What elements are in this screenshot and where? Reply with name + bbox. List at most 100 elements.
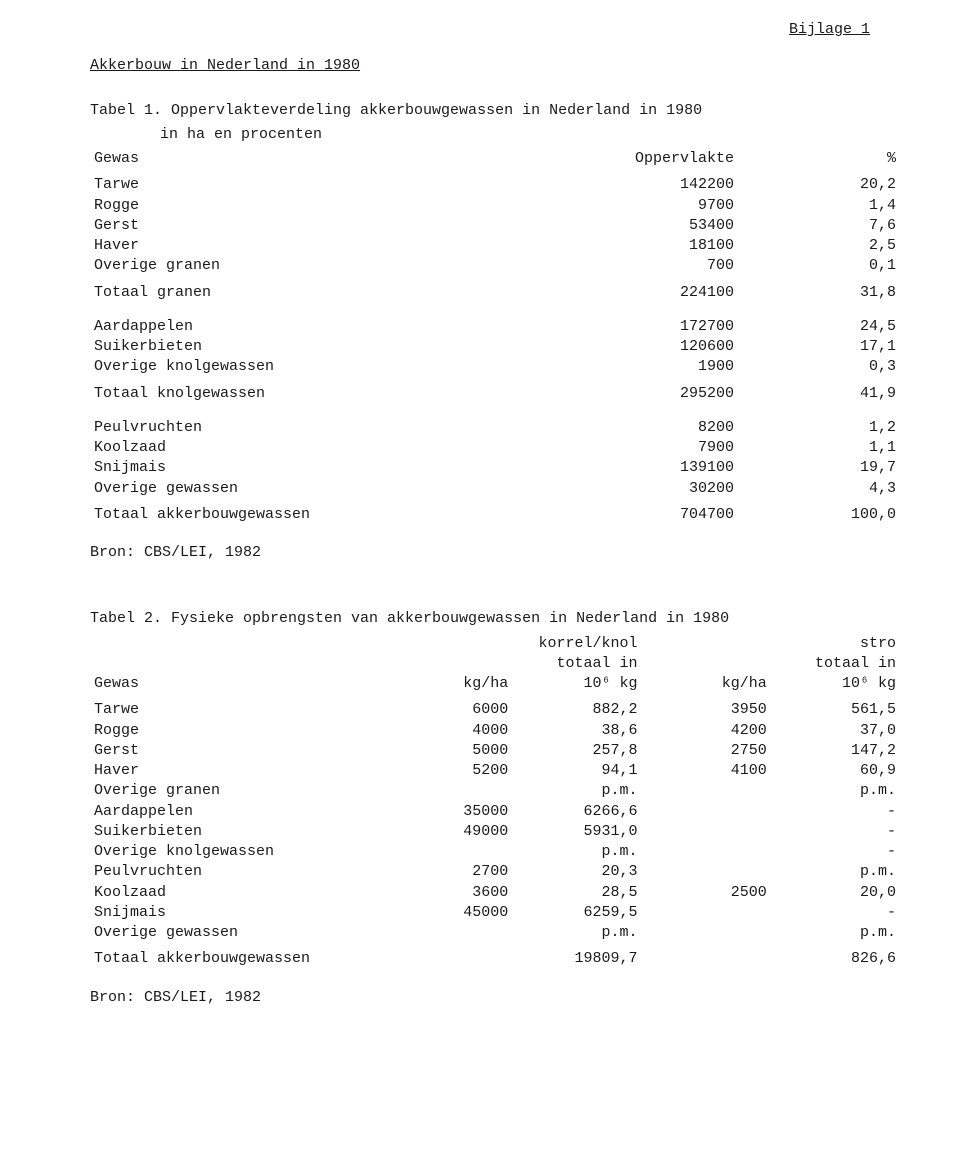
col-kgha-2: kg/ha [641, 674, 770, 694]
row-val: 700 [486, 256, 738, 276]
subtotal-label: Totaal granen [90, 283, 486, 303]
row-label: Overige granen [90, 256, 486, 276]
row-kgha1: 45000 [383, 903, 512, 923]
row-label: Overige knolgewassen [90, 357, 486, 377]
table-row: Koolzaad79001,1 [90, 438, 900, 458]
row-label: Tarwe [90, 175, 486, 195]
row-label: Rogge [90, 196, 486, 216]
table-row: Overige gewassen302004,3 [90, 479, 900, 499]
table-row: Overige knolgewassenp.m.- [90, 842, 900, 862]
row-pct: 4,3 [738, 479, 900, 499]
table-row: Overige knolgewassen19000,3 [90, 357, 900, 377]
table1-caption-line2: in ha en procenten [90, 125, 900, 145]
row-pct: 1,2 [738, 418, 900, 438]
total-tot1: 19809,7 [512, 949, 641, 969]
row-label: Tarwe [90, 700, 383, 720]
row-kgha1 [383, 842, 512, 862]
row-tot1: 94,1 [512, 761, 641, 781]
row-label: Koolzaad [90, 883, 383, 903]
section-title: Akkerbouw in Nederland in 1980 [90, 56, 900, 76]
subtotal-pct: 31,8 [738, 283, 900, 303]
row-kgha2: 2750 [641, 741, 770, 761]
row-kgha2: 2500 [641, 883, 770, 903]
col-oppervlakte: Oppervlakte [486, 149, 738, 169]
table2-total-row: Totaal akkerbouwgewassen 19809,7 826,6 [90, 949, 900, 969]
table-row: Snijmais13910019,7 [90, 458, 900, 478]
row-pct: 20,2 [738, 175, 900, 195]
col-e6kg-2: 10⁶ kg [771, 674, 900, 694]
row-kgha2 [641, 862, 770, 882]
row-tot1: p.m. [512, 781, 641, 801]
row-pct: 1,4 [738, 196, 900, 216]
table-row: Gerst534007,6 [90, 216, 900, 236]
subtotal-row: Totaal granen22410031,8 [90, 283, 900, 303]
table-row: Gerst5000257,82750147,2 [90, 741, 900, 761]
row-val: 172700 [486, 317, 738, 337]
row-label: Overige gewassen [90, 923, 383, 943]
row-tot1: 882,2 [512, 700, 641, 720]
row-val: 9700 [486, 196, 738, 216]
subtotal-pct: 100,0 [738, 505, 900, 525]
row-kgha2: 4100 [641, 761, 770, 781]
row-label: Haver [90, 236, 486, 256]
row-tot1: 257,8 [512, 741, 641, 761]
row-val: 139100 [486, 458, 738, 478]
subtotal-val: 295200 [486, 384, 738, 404]
row-kgha1 [383, 781, 512, 801]
row-kgha1: 5200 [383, 761, 512, 781]
subtotal-label: Totaal knolgewassen [90, 384, 486, 404]
row-tot2: 60,9 [771, 761, 900, 781]
table-row: Peulvruchten270020,3p.m. [90, 862, 900, 882]
col-group-korrel: korrel/knol [383, 634, 642, 654]
row-tot1: p.m. [512, 923, 641, 943]
table-row: Snijmais450006259,5- [90, 903, 900, 923]
row-kgha1: 2700 [383, 862, 512, 882]
row-label: Snijmais [90, 903, 383, 923]
col-gewas-2: Gewas [90, 674, 383, 694]
row-pct: 1,1 [738, 438, 900, 458]
row-label: Overige granen [90, 781, 383, 801]
table1-caption-line1: Tabel 1. Oppervlakteverdeling akkerbouwg… [90, 101, 900, 121]
row-tot2: - [771, 842, 900, 862]
table2-caption: Tabel 2. Fysieke opbrengsten van akkerbo… [90, 609, 900, 629]
row-label: Peulvruchten [90, 862, 383, 882]
table-row: Haver181002,5 [90, 236, 900, 256]
row-kgha2: 4200 [641, 721, 770, 741]
total-label: Totaal akkerbouwgewassen [90, 949, 383, 969]
row-tot2: p.m. [771, 781, 900, 801]
row-kgha2 [641, 802, 770, 822]
col-totaal-in-1: totaal in [512, 654, 641, 674]
total-tot2: 826,6 [771, 949, 900, 969]
row-kgha1: 5000 [383, 741, 512, 761]
appendix-label: Bijlage 1 [90, 20, 900, 40]
row-tot1: 20,3 [512, 862, 641, 882]
row-label: Peulvruchten [90, 418, 486, 438]
row-tot2: - [771, 822, 900, 842]
row-val: 30200 [486, 479, 738, 499]
row-kgha1: 6000 [383, 700, 512, 720]
table-row: Peulvruchten82001,2 [90, 418, 900, 438]
table-row: Koolzaad360028,5250020,0 [90, 883, 900, 903]
row-tot2: 37,0 [771, 721, 900, 741]
table-row: Haver520094,1410060,9 [90, 761, 900, 781]
table-row: Aardappelen17270024,5 [90, 317, 900, 337]
row-val: 142200 [486, 175, 738, 195]
row-val: 7900 [486, 438, 738, 458]
row-tot2: 561,5 [771, 700, 900, 720]
table-row: Rogge97001,4 [90, 196, 900, 216]
table1: Gewas Oppervlakte % Tarwe14220020,2Rogge… [90, 149, 900, 525]
table-row: Tarwe6000882,23950561,5 [90, 700, 900, 720]
table-row: Overige granen p.m. p.m. [90, 781, 900, 801]
row-pct: 7,6 [738, 216, 900, 236]
subtotal-val: 704700 [486, 505, 738, 525]
row-kgha1 [383, 923, 512, 943]
table-row: Overige gewassenp.m.p.m. [90, 923, 900, 943]
table1-source: Bron: CBS/LEI, 1982 [90, 543, 900, 563]
col-totaal-in-2: totaal in [771, 654, 900, 674]
table-row: Suikerbieten12060017,1 [90, 337, 900, 357]
row-kgha2 [641, 781, 770, 801]
row-tot1: 6259,5 [512, 903, 641, 923]
subtotal-row: Totaal knolgewassen29520041,9 [90, 384, 900, 404]
row-kgha2 [641, 903, 770, 923]
row-label: Suikerbieten [90, 822, 383, 842]
